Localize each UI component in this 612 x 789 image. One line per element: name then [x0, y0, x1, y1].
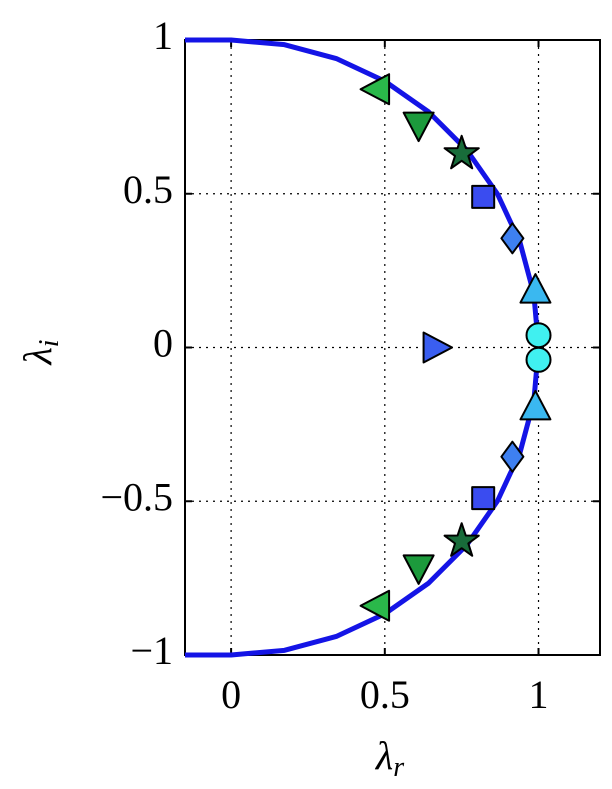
marker-triangle-left: [359, 73, 391, 106]
plot-frame: [184, 39, 601, 656]
marker-triangle-down: [402, 554, 435, 585]
y-label-symbol: λ: [15, 347, 60, 365]
x-tick-label: 0.5: [360, 672, 410, 717]
y-tick-label: −1: [130, 628, 173, 673]
x-axis-label: λr: [375, 733, 404, 783]
y-tick-label: 0: [153, 321, 173, 366]
marker-square: [471, 486, 496, 511]
y-label-subscript: i: [34, 339, 65, 347]
y-tick-label: −0.5: [100, 474, 173, 519]
marker-circle: [525, 322, 552, 349]
x-tick-label: 0: [221, 672, 241, 717]
marker-star: [443, 134, 480, 170]
y-tick-label: 0.5: [123, 167, 173, 212]
marker-triangle-left: [359, 589, 391, 622]
marker-triangle-up: [519, 389, 552, 421]
x-label-symbol: λ: [375, 733, 393, 778]
y-tick-label: 1: [153, 13, 173, 58]
marker-star: [443, 522, 480, 557]
marker-circle: [525, 346, 552, 373]
x-label-subscript: r: [393, 752, 404, 783]
marker-diamond: [500, 222, 525, 255]
marker-triangle-down: [402, 111, 435, 143]
marker-triangle-right: [422, 331, 454, 364]
marker-diamond: [500, 440, 525, 473]
y-axis-label: λi: [15, 339, 65, 365]
marker-triangle-up: [519, 273, 552, 304]
x-tick-label: 1: [529, 672, 549, 717]
marker-square: [471, 184, 496, 209]
